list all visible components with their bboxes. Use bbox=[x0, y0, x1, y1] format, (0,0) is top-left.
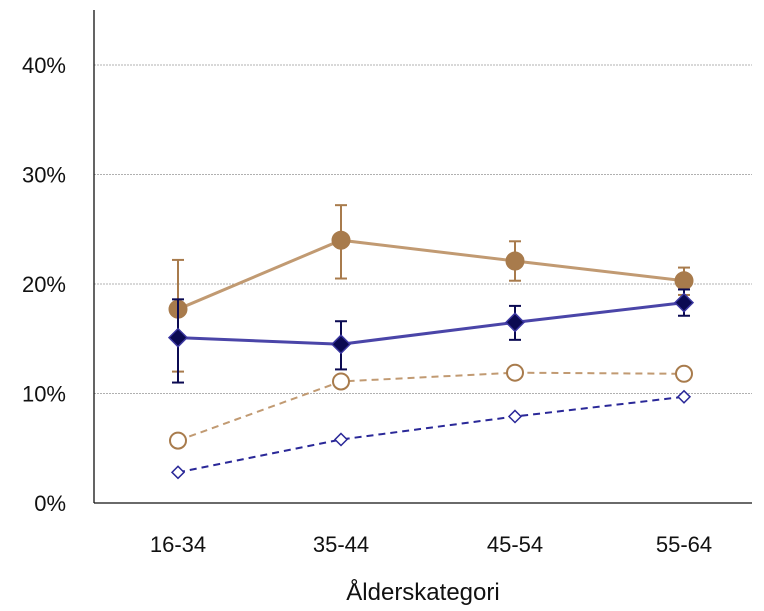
series-1 bbox=[168, 204, 694, 373]
series-line bbox=[177, 301, 685, 346]
x-tick-label: 45-54 bbox=[487, 532, 543, 557]
data-point bbox=[505, 251, 525, 271]
data-point bbox=[167, 327, 189, 348]
series-4 bbox=[170, 389, 692, 480]
x-tick-label: 16-34 bbox=[150, 532, 206, 557]
gridlines bbox=[94, 64, 752, 394]
data-point bbox=[330, 334, 352, 355]
data-point bbox=[507, 409, 523, 424]
data-point bbox=[504, 312, 526, 333]
series-line bbox=[177, 371, 685, 442]
x-tick-label: 55-64 bbox=[656, 532, 712, 557]
series-3 bbox=[169, 363, 693, 450]
data-point bbox=[673, 292, 695, 313]
y-tick-label: 30% bbox=[22, 163, 66, 188]
x-tick-labels: 16-34 35-44 45-54 55-64 bbox=[150, 532, 712, 557]
data-point bbox=[674, 271, 694, 291]
x-axis-title: Ålderskategori bbox=[346, 578, 499, 606]
series-layer bbox=[167, 204, 695, 480]
data-point bbox=[506, 363, 524, 382]
data-point bbox=[333, 432, 349, 447]
data-point bbox=[332, 372, 350, 391]
series-line bbox=[177, 238, 685, 311]
data-point bbox=[169, 431, 187, 450]
y-tick-label: 0% bbox=[34, 491, 66, 516]
y-tick-labels: 0% 10% 20% 30% 40% bbox=[22, 53, 66, 516]
x-tick-label: 35-44 bbox=[313, 532, 369, 557]
data-point bbox=[675, 364, 693, 383]
data-point bbox=[676, 389, 692, 404]
series-2 bbox=[167, 288, 695, 384]
series-line bbox=[177, 395, 685, 474]
data-point bbox=[331, 230, 351, 250]
y-tick-label: 20% bbox=[22, 272, 66, 297]
y-tick-label: 40% bbox=[22, 53, 66, 78]
data-point bbox=[170, 465, 186, 480]
y-tick-label: 10% bbox=[22, 382, 66, 407]
